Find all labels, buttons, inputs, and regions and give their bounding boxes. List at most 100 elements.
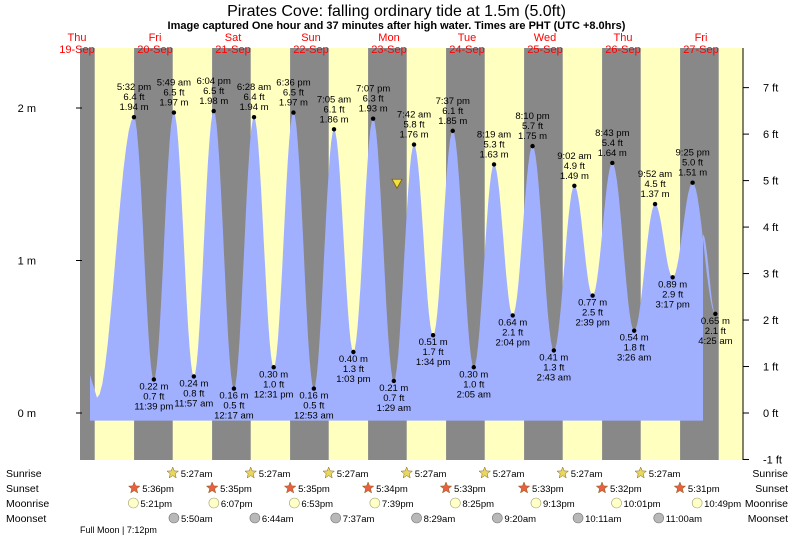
- almanac-section: Sunrise Sunrise Sunset Sunset Moonrise Moonri…: [6, 466, 788, 525]
- sunrise-time: 5:27am: [337, 469, 369, 480]
- moonset-icon: [249, 512, 261, 524]
- high-tide-label: 1.49 m: [560, 171, 589, 182]
- tide-curve-layer: [90, 111, 716, 421]
- high-tide-label: 6.1 ft: [442, 106, 463, 117]
- high-tide-label: 6.5 ft: [283, 88, 304, 99]
- high-tide-label: 6:28 am: [237, 82, 271, 93]
- high-tide-label: 6.1 ft: [323, 104, 344, 115]
- chart-axes: 0 m 1 m 2 m -1 ft 0 ft 1 ft 2 ft 3 ft 4 ft 5 ft 6 …: [18, 48, 782, 466]
- low-tide-label: 0.30 m: [459, 369, 488, 380]
- high-tide-label: 1.51 m: [678, 168, 707, 179]
- right-tick-label: 2 ft: [763, 315, 778, 327]
- low-tide-label: 3:26 am: [617, 353, 651, 364]
- night-band: [80, 48, 95, 460]
- day-date: 22-Sep: [293, 44, 328, 56]
- day-name: Tue: [458, 32, 477, 44]
- moonrise-time: 7:39pm: [382, 499, 414, 510]
- low-tide-label: 1.0 ft: [463, 379, 484, 390]
- high-tide-label: 1.37 m: [641, 189, 670, 200]
- sunset-icon: [595, 481, 609, 494]
- low-tide-label: 0.21 m: [379, 383, 408, 394]
- day-name: Mon: [378, 32, 399, 44]
- tide-point-low: [631, 328, 637, 333]
- tide-point-high: [411, 142, 417, 147]
- sunrise-time: 5:27am: [415, 469, 447, 480]
- moonrise-row-label-right: Moonrise: [745, 498, 788, 510]
- low-tide-label: 2.1 ft: [502, 327, 523, 338]
- moonset-time: 11:00am: [666, 514, 702, 525]
- tide-point-high: [572, 183, 577, 188]
- low-tide-label: 1:03 pm: [336, 374, 370, 385]
- sunset-time: 5:35pm: [298, 484, 330, 495]
- tide-point-low: [713, 311, 718, 317]
- left-tick-label: 1 m: [18, 256, 36, 268]
- high-tide-label: 1.86 m: [319, 114, 348, 125]
- high-tide-label: 6.4 ft: [243, 92, 264, 103]
- high-tide-label: 6.4 ft: [123, 92, 144, 103]
- low-tide-label: 11:57 am: [174, 398, 213, 409]
- high-tide-label: 1.64 m: [598, 148, 627, 159]
- tide-point-high: [331, 127, 337, 132]
- sunrise-time: 5:27am: [493, 469, 525, 480]
- low-tide-label: 0.7 ft: [143, 391, 164, 402]
- low-tide-label: 2.9 ft: [662, 289, 683, 300]
- sunrise-icon: [166, 466, 180, 479]
- low-tide-label: 0.16 m: [299, 391, 328, 402]
- moonset-icon: [572, 512, 584, 524]
- low-tide-label: 4:25 am: [698, 336, 732, 347]
- low-tide-label: 0.41 m: [539, 352, 568, 363]
- low-tide-label: 0.8 ft: [183, 388, 204, 399]
- day-date: 24-Sep: [449, 44, 484, 56]
- right-tick-label: 6 ft: [763, 129, 778, 141]
- tide-point-high: [610, 160, 615, 166]
- moonrise-time: 9:13pm: [543, 499, 575, 510]
- high-tide-label: 5:49 am: [157, 78, 191, 89]
- day-date: 21-Sep: [215, 44, 250, 56]
- moonset-time: 5:50am: [181, 514, 213, 525]
- moonrise-time: 5:21pm: [140, 499, 172, 510]
- moonset-icon: [492, 512, 503, 524]
- sunset-time: 5:32pm: [610, 484, 642, 495]
- tide-point-low: [551, 348, 557, 353]
- moonrise-icon: [128, 497, 139, 509]
- high-tide-label: 6:36 pm: [276, 78, 310, 89]
- low-tide-label: 0.54 m: [620, 333, 649, 344]
- moonrise-time: 10:01pm: [624, 499, 661, 510]
- moonrise-icon: [450, 497, 461, 509]
- high-tide-label: 5.8 ft: [403, 120, 424, 131]
- low-tide-label: 0.24 m: [179, 378, 208, 389]
- sunset-icon: [127, 481, 141, 494]
- high-tide-label: 6.5 ft: [163, 88, 184, 99]
- right-tick-label: 7 ft: [763, 83, 778, 95]
- sunrise-icon: [322, 466, 336, 479]
- high-tide-label: 5.4 ft: [602, 138, 623, 149]
- sunrise-icon: [556, 466, 570, 479]
- tide-point-high: [530, 143, 535, 149]
- moonset-icon: [653, 512, 665, 524]
- low-tide-label: 2:04 pm: [496, 337, 530, 348]
- left-tick-label: 2 m: [18, 103, 36, 115]
- moonrise-icon: [208, 497, 220, 509]
- day-name: Wed: [534, 32, 556, 44]
- moonrise-time: 6:07pm: [221, 499, 253, 510]
- sunset-time: 5:33pm: [532, 484, 564, 495]
- low-tide-label: 2:39 pm: [575, 318, 609, 329]
- sunrise-row-label: Sunrise: [6, 468, 42, 480]
- high-tide-label: 1.94 m: [239, 102, 268, 113]
- tide-point-low: [191, 374, 197, 379]
- tide-point-low: [231, 386, 237, 391]
- day-name: Thu: [68, 32, 87, 44]
- sunset-icon: [361, 481, 375, 494]
- current-level-marker: [391, 178, 403, 190]
- high-tide-label: 6:04 pm: [197, 76, 231, 87]
- high-tide-label: 1.75 m: [518, 131, 547, 142]
- right-tick-label: 0 ft: [763, 408, 778, 420]
- low-tide-label: 0.30 m: [259, 369, 288, 380]
- low-tide-label: 12:17 am: [214, 411, 254, 422]
- high-tide-label: 7:37 pm: [436, 96, 470, 107]
- tide-point-high: [211, 108, 216, 114]
- sunrise-time: 5:27am: [649, 469, 681, 480]
- high-tide-label: 9:52 am: [638, 169, 672, 180]
- sunset-time: 5:36pm: [142, 484, 174, 495]
- low-tide-label: 0.5 ft: [223, 401, 244, 412]
